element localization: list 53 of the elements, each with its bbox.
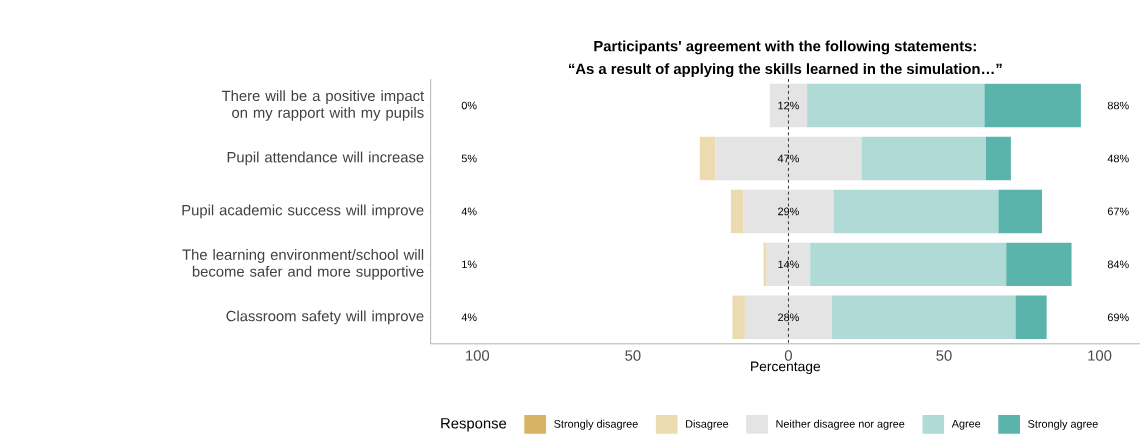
y-tick-label: There will be a positive impact on my rapport with my pupils [221,90,425,121]
chart-title: Participants' agreement with the following statements: [594,40,976,55]
legend-label: Agree [951,420,981,430]
legend-label: Neither disagree nor agree [776,419,905,431]
x-tick-label: 100 [1088,350,1112,361]
annotation: 4% [461,313,477,322]
bar [715,136,862,181]
bar [744,295,832,340]
bar [986,136,1011,181]
x-axis-title: Percentage [751,361,821,375]
bar [1006,242,1072,287]
annotation: 0% [461,101,477,110]
y-tick-label: Pupil academic success will improve [182,204,424,219]
x-tick-label: 100 [466,350,490,361]
y-tick-label: The learning environment/school will become safer and more supportive [182,249,424,280]
legend-title: Response [441,418,507,432]
annotation: 4% [461,207,477,216]
bar [763,242,767,287]
legend-label: Strongly disagree [554,419,638,431]
x-tick-label: 0 [784,350,792,361]
y-tick-label: Pupil attendance will increase [227,151,424,166]
bar [743,189,834,234]
x-tick-label: 50 [936,350,952,361]
data-label: 14% [778,260,799,269]
bar [998,189,1042,234]
annotation: 48% [1107,154,1129,163]
bar [810,242,1007,287]
annotation: 5% [461,154,477,163]
bar [699,136,716,181]
bar [769,83,808,128]
legend-label: Disagree [686,419,729,431]
bar [732,295,745,340]
bar [984,83,1081,128]
annotation: 88% [1107,101,1129,110]
annotation: 84% [1107,260,1129,269]
x-tick-label: 50 [625,350,641,361]
bar [861,136,986,181]
data-label: 47% [777,154,799,163]
bar [807,83,985,128]
bar [831,295,1016,340]
data-label: 28% [778,313,799,322]
bar [1015,295,1047,340]
data-label: 12% [778,101,799,110]
annotation: 67% [1107,207,1129,216]
data-label: 29% [778,207,799,216]
bar [766,242,811,287]
bar [833,189,999,234]
annotation: 1% [462,260,477,269]
bar [730,189,744,234]
chart-subtitle: “As a result of applying the skills learned in the simulation…” [569,63,1002,78]
y-tick-label: Classroom safety will improve [226,310,424,325]
legend-label: Strongly agree [1028,419,1098,431]
annotation: 69% [1107,313,1129,322]
